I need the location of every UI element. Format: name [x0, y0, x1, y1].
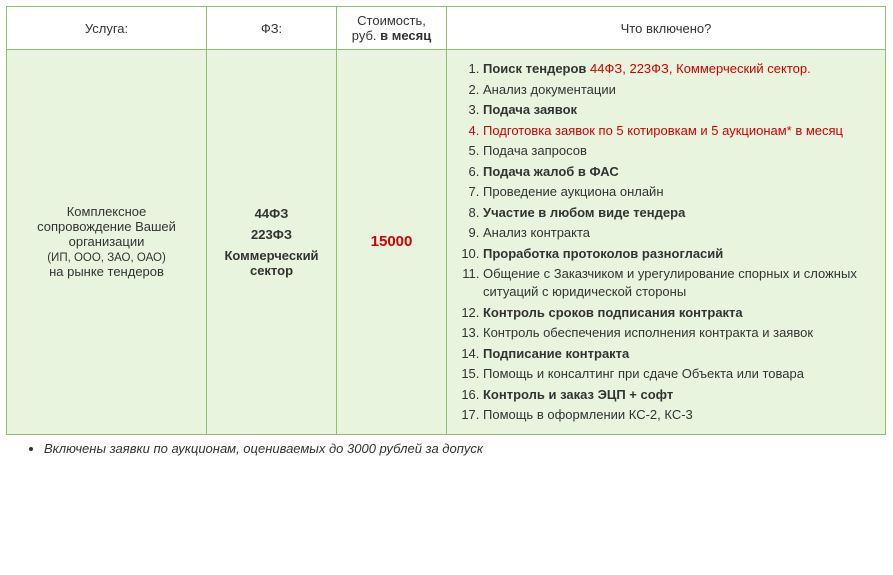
cell-included: Поиск тендеров 44ФЗ, 223ФЗ, Коммерческий…	[447, 50, 886, 435]
included-item: Контроль обеспечения исполнения контракт…	[483, 324, 877, 342]
included-item: Помощь в оформлении КС-2, КС-3	[483, 406, 877, 424]
service-l5: на рынке тендеров	[49, 264, 164, 279]
header-price-l2: руб.	[352, 28, 377, 43]
included-item: Анализ документации	[483, 81, 877, 99]
fz-3b: сектор	[250, 263, 293, 278]
service-l4: (ИП, ООО, ЗАО, ОАО)	[47, 252, 166, 264]
header-price-l1: Стоимость,	[357, 13, 426, 28]
included-item: Участие в любом виде тендера	[483, 204, 877, 222]
header-row: Услуга: ФЗ: Стоимость, руб. в месяц Что …	[7, 7, 886, 50]
included-item: Подготовка заявок по 5 котировкам и 5 ау…	[483, 122, 877, 140]
included-item: Подача заявок	[483, 101, 877, 119]
footnotes: Включены заявки по аукционам, оцениваемы…	[26, 441, 887, 456]
price-value: 15000	[371, 233, 413, 250]
header-fz: ФЗ:	[207, 7, 337, 50]
header-price: Стоимость, руб. в месяц	[337, 7, 447, 50]
included-item: Подача запросов	[483, 142, 877, 160]
service-l1: Комплексное	[67, 204, 147, 219]
cell-service: Комплексное сопровождение Вашей организа…	[7, 50, 207, 435]
included-item: Анализ контракта	[483, 224, 877, 242]
header-price-l3: в месяц	[380, 28, 431, 43]
footnote-1: Включены заявки по аукционам, оцениваемы…	[44, 441, 887, 456]
included-item: Помощь и консалтинг при сдаче Объекта ил…	[483, 365, 877, 383]
pricing-table: Услуга: ФЗ: Стоимость, руб. в месяц Что …	[6, 6, 886, 435]
fz-1: 44ФЗ	[215, 206, 328, 221]
cell-fz: 44ФЗ 223ФЗ Коммерческий сектор	[207, 50, 337, 435]
service-l2: сопровождение Вашей	[37, 219, 176, 234]
fz-3: Коммерческий сектор	[215, 248, 328, 278]
included-item: Подписание контракта	[483, 345, 877, 363]
data-row: Комплексное сопровождение Вашей организа…	[7, 50, 886, 435]
fz-3a: Коммерческий	[224, 248, 318, 263]
included-item: Контроль сроков подписания контракта	[483, 304, 877, 322]
cell-price: 15000	[337, 50, 447, 435]
fz-2: 223ФЗ	[215, 227, 328, 242]
header-service: Услуга:	[7, 7, 207, 50]
included-item: Проработка протоколов разногласий	[483, 245, 877, 263]
included-item: Подача жалоб в ФАС	[483, 163, 877, 181]
included-list: Поиск тендеров 44ФЗ, 223ФЗ, Коммерческий…	[455, 60, 877, 424]
header-included: Что включено?	[447, 7, 886, 50]
service-l3: организации	[69, 234, 145, 249]
included-item: Контроль и заказ ЭЦП + софт	[483, 386, 877, 404]
included-item: Поиск тендеров 44ФЗ, 223ФЗ, Коммерческий…	[483, 60, 877, 78]
included-item: Общение с Заказчиком и урегулирование сп…	[483, 265, 877, 300]
included-item: Проведение аукциона онлайн	[483, 183, 877, 201]
